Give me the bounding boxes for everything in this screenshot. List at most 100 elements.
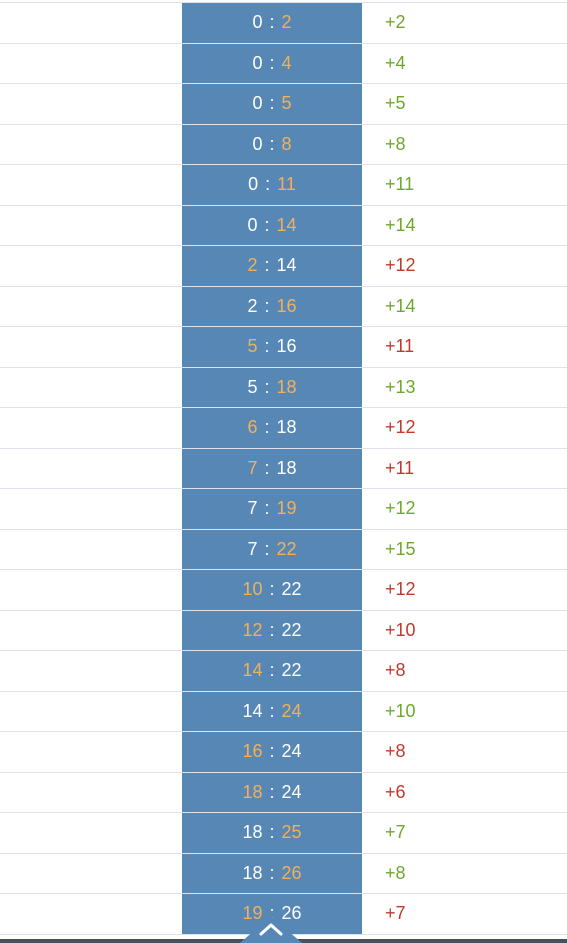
score-row: 18:26 +8 <box>0 852 567 893</box>
away-score: 11 <box>277 174 296 195</box>
score-separator: : <box>264 498 270 519</box>
lead-difference: +8 <box>385 741 406 762</box>
score-row: 16:24 +8 <box>0 731 567 772</box>
score-separator: : <box>264 336 270 357</box>
score-cell: 5:18 <box>182 367 362 407</box>
lead-difference: +8 <box>385 660 406 681</box>
away-score: 5 <box>281 93 292 114</box>
score-separator: : <box>264 457 270 478</box>
lead-difference: +6 <box>385 781 406 802</box>
score-separator: : <box>264 255 270 276</box>
home-score: 0 <box>252 133 263 154</box>
home-score: 0 <box>252 12 263 33</box>
home-score: 18 <box>242 862 263 883</box>
home-score: 12 <box>242 619 263 640</box>
score-separator: : <box>269 579 275 600</box>
lead-difference: +12 <box>385 255 416 276</box>
score-row: 5:16 +11 <box>0 326 567 367</box>
score-separator: : <box>269 660 275 681</box>
score-separator: : <box>269 781 275 802</box>
score-cell: 2:14 <box>182 246 362 286</box>
score-cell: 14:24 <box>182 691 362 731</box>
lead-difference: +12 <box>385 498 416 519</box>
lead-difference: +5 <box>385 93 406 114</box>
lead-difference: +15 <box>385 538 416 559</box>
lead-difference: +11 <box>385 336 415 357</box>
away-score: 19 <box>276 498 297 519</box>
score-cell: 2:16 <box>182 286 362 326</box>
home-score: 2 <box>247 255 258 276</box>
score-row: 6:18 +12 <box>0 407 567 448</box>
score-row: 14:22 +8 <box>0 650 567 691</box>
lead-difference: +13 <box>385 376 416 397</box>
away-score: 26 <box>281 862 302 883</box>
score-row: 0:5 +5 <box>0 83 567 124</box>
lead-difference: +12 <box>385 579 416 600</box>
away-score: 14 <box>276 214 297 235</box>
score-separator: : <box>264 417 270 438</box>
score-cell: 7:22 <box>182 529 362 569</box>
score-cell: 18:26 <box>182 853 362 893</box>
score-separator: : <box>265 174 271 195</box>
score-separator: : <box>269 12 275 33</box>
score-separator: : <box>269 822 275 843</box>
score-separator: : <box>269 862 275 883</box>
away-score: 22 <box>281 619 302 640</box>
score-cell: 14:22 <box>182 651 362 691</box>
home-score: 0 <box>247 214 258 235</box>
score-separator: : <box>269 93 275 114</box>
score-row: 5:18 +13 <box>0 366 567 407</box>
score-row: 18:25 +7 <box>0 812 567 853</box>
score-separator: : <box>264 376 270 397</box>
away-score: 24 <box>281 781 302 802</box>
home-score: 6 <box>247 417 258 438</box>
home-score: 18 <box>242 781 263 802</box>
lead-difference: +8 <box>385 862 406 883</box>
score-row: 0:4 +4 <box>0 42 567 83</box>
lead-difference: +4 <box>385 52 406 73</box>
home-score: 19 <box>242 903 263 924</box>
score-row: 0:11 +11 <box>0 164 567 205</box>
score-cell: 7:18 <box>182 448 362 488</box>
away-score: 25 <box>281 822 302 843</box>
score-row: 0:2 +2 <box>0 2 567 43</box>
home-score: 2 <box>247 295 258 316</box>
away-score: 22 <box>276 538 297 559</box>
lead-difference: +14 <box>385 214 416 235</box>
score-cell: 6:18 <box>182 408 362 448</box>
score-separator: : <box>269 700 275 721</box>
lead-difference: +10 <box>385 700 416 721</box>
score-cell: 0:4 <box>182 43 362 83</box>
home-score: 14 <box>242 700 263 721</box>
lead-difference: +2 <box>385 12 406 33</box>
lead-difference: +8 <box>385 133 406 154</box>
chevron-up-icon <box>240 916 302 943</box>
home-score: 18 <box>242 822 263 843</box>
home-score: 5 <box>247 336 258 357</box>
scroll-to-top-button[interactable] <box>240 914 302 943</box>
score-row: 14:24 +10 <box>0 690 567 731</box>
score-row: 7:22 +15 <box>0 528 567 569</box>
score-cell: 0:14 <box>182 205 362 245</box>
lead-difference: +7 <box>385 822 406 843</box>
score-cell: 0:2 <box>182 3 362 43</box>
home-score: 7 <box>247 457 258 478</box>
away-score: 18 <box>276 376 297 397</box>
away-score: 8 <box>281 133 292 154</box>
away-score: 16 <box>276 336 297 357</box>
score-cell: 12:22 <box>182 610 362 650</box>
home-score: 7 <box>247 538 258 559</box>
score-row: 2:14 +12 <box>0 245 567 286</box>
score-row: 10:22 +12 <box>0 569 567 610</box>
lead-difference: +7 <box>385 903 406 924</box>
lead-difference: +11 <box>385 457 415 478</box>
away-score: 24 <box>281 700 302 721</box>
lead-difference: +10 <box>385 619 416 640</box>
score-row: 12:22 +10 <box>0 609 567 650</box>
score-separator: : <box>264 214 270 235</box>
away-score: 18 <box>276 457 297 478</box>
score-cell: 0:11 <box>182 165 362 205</box>
away-score: 18 <box>276 417 297 438</box>
lead-difference: +12 <box>385 417 416 438</box>
